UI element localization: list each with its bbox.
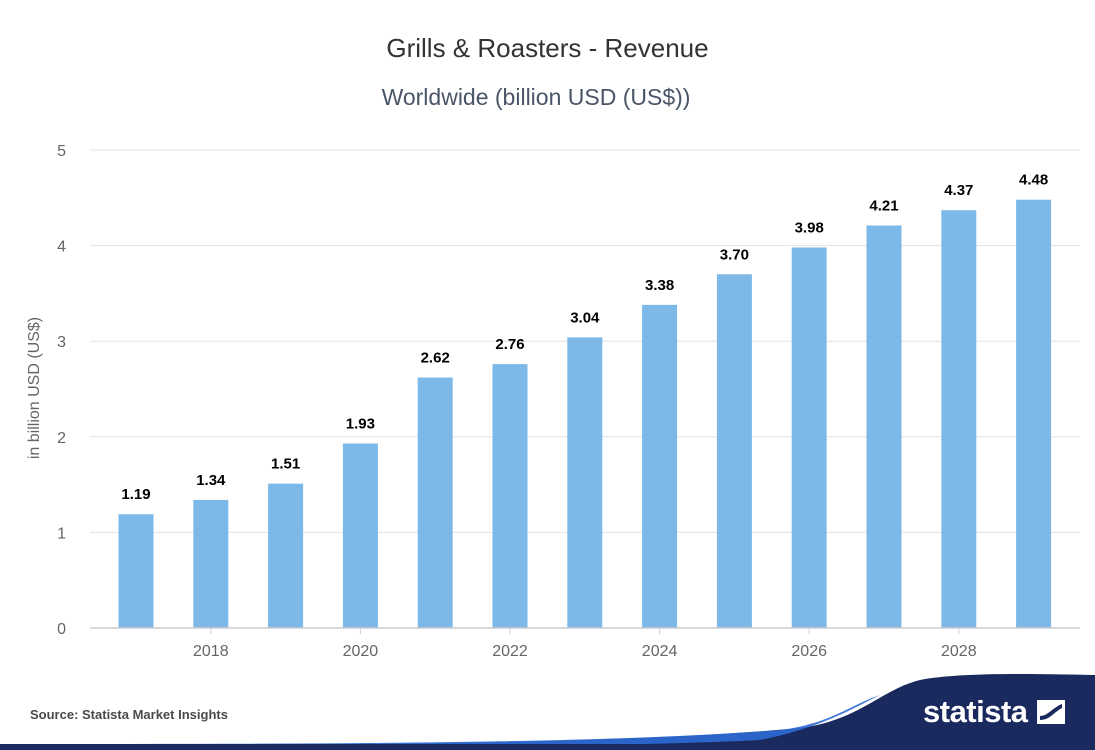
data-label-2021: 2.62 xyxy=(421,350,450,367)
bar-2025 xyxy=(716,274,752,628)
y-tick-label: 3 xyxy=(57,334,66,351)
axes: 0 1 2 3 4 5 2018 2020 2022 2024 2026 2028 xyxy=(57,143,1080,660)
data-label-2023: 3.04 xyxy=(570,309,600,326)
x-tick-label: 2020 xyxy=(343,643,379,660)
y-tick-label: 2 xyxy=(57,430,66,447)
bar-2019 xyxy=(268,483,304,628)
x-tick-label: 2022 xyxy=(492,643,528,660)
bar-2018 xyxy=(193,499,229,628)
chart-title: Grills & Roasters - Revenue xyxy=(386,33,709,63)
bar-2029 xyxy=(1016,199,1052,628)
data-label-2028: 4.37 xyxy=(944,182,973,199)
chart-subtitle: Worldwide (billion USD (US$)) xyxy=(381,84,691,110)
data-label-2026: 3.98 xyxy=(795,220,824,237)
data-label-2025: 3.70 xyxy=(720,246,749,263)
bar-2027 xyxy=(866,225,902,629)
bar-2021 xyxy=(417,377,453,628)
data-label-2020: 1.93 xyxy=(346,415,375,432)
bar-2017 xyxy=(118,514,154,628)
y-tick-label: 0 xyxy=(57,621,66,638)
x-tick-label: 2028 xyxy=(941,643,977,660)
data-label-2019: 1.51 xyxy=(271,456,300,473)
data-label-2029: 4.48 xyxy=(1019,172,1048,189)
bars xyxy=(118,199,1052,629)
bar-2022 xyxy=(492,364,528,628)
data-label-2018: 1.34 xyxy=(196,472,226,489)
bar-2023 xyxy=(567,337,603,628)
y-tick-label: 4 xyxy=(57,239,66,256)
bar-2028 xyxy=(941,210,977,628)
bar-2026 xyxy=(791,247,827,628)
data-label-2024: 3.38 xyxy=(645,277,674,294)
data-label-2027: 4.21 xyxy=(869,198,898,215)
y-tick-label: 5 xyxy=(57,143,66,160)
bar-2020 xyxy=(342,443,378,628)
y-tick-label: 1 xyxy=(57,525,66,542)
data-label-2022: 2.76 xyxy=(495,336,524,353)
statista-brand: statista xyxy=(923,694,1028,729)
data-labels: 1.19 1.34 1.51 1.93 2.62 2.76 3.04 3.38 3.70 3.98… xyxy=(121,172,1048,504)
x-tick-label: 2024 xyxy=(642,643,678,660)
x-tick-label: 2026 xyxy=(791,643,827,660)
x-tick-label: 2018 xyxy=(193,643,229,660)
data-label-2017: 1.19 xyxy=(121,486,150,503)
y-axis-label: in billion USD (US$) xyxy=(26,317,43,459)
source-note: Source: Statista Market Insights xyxy=(30,707,228,722)
bar-2024 xyxy=(642,304,678,628)
statista-logo-icon xyxy=(1037,700,1065,724)
